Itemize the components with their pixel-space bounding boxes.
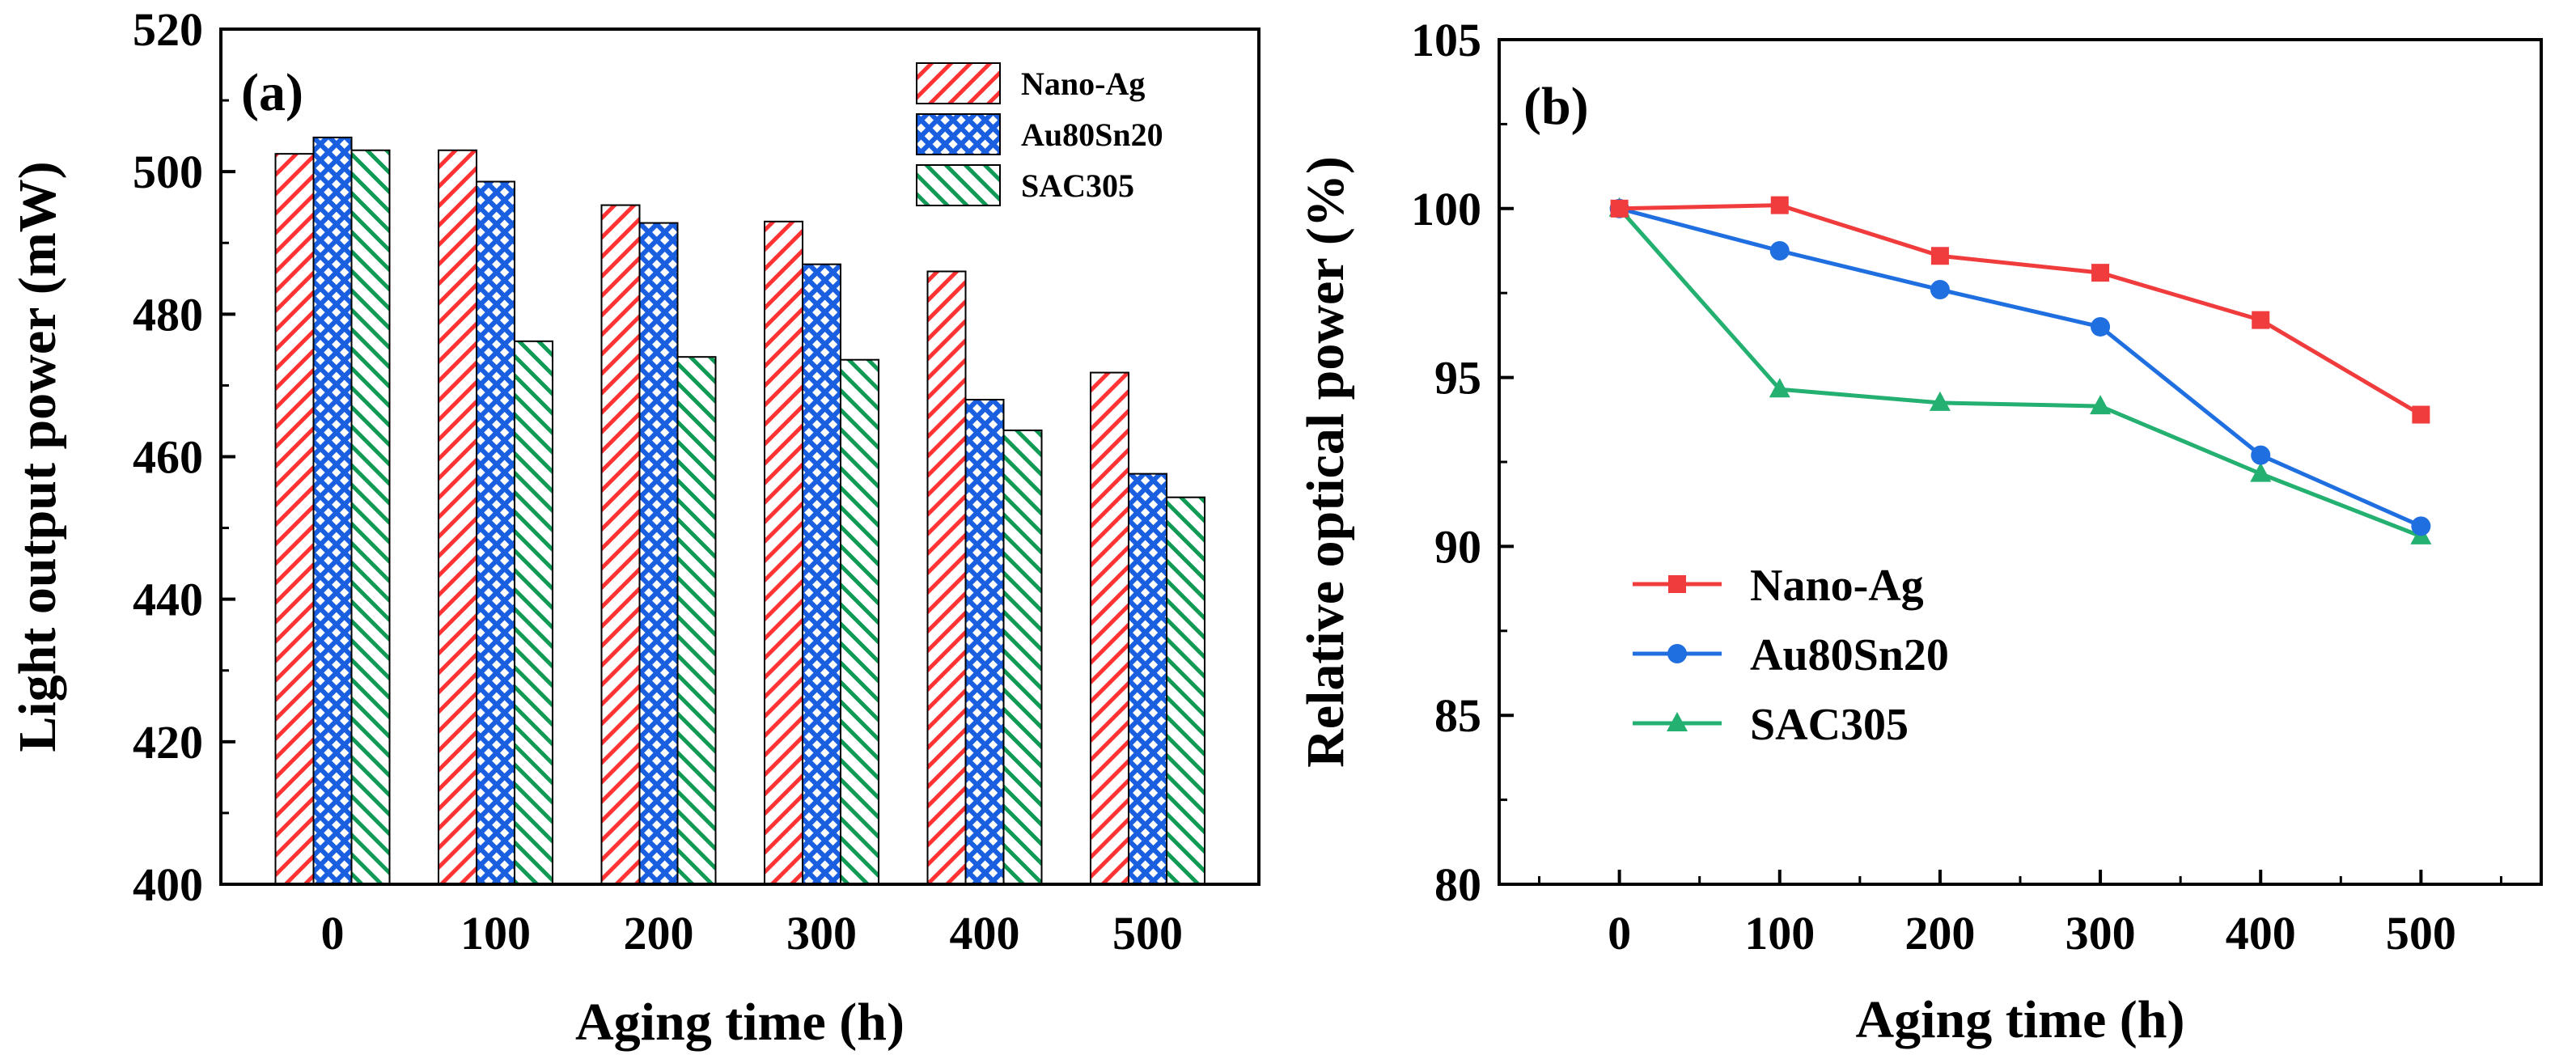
y-tick-label: 100 [1411,183,1481,235]
y-tick-label: 500 [133,146,203,198]
panel-b-frame [1498,38,2543,886]
point-sac305-400 [2250,462,2272,482]
series-line-nano-ag [1619,203,2422,417]
legend-marker-au80sn20 [1667,644,1687,663]
panel-a-tick-labels: 400 420 440 460 480 500 520 0 100 200 300 400 500 [133,3,1183,959]
legend-label-sac305: SAC305 [1021,167,1134,204]
legend-label-au80sn20: Au80Sn20 [1750,630,1949,680]
bar-nano-ag-400 [926,270,967,885]
point-nano-ag-200 [1930,247,1949,265]
bar-nano-ag-500 [1090,371,1129,886]
bar-sac305-200 [676,356,717,885]
bar-nano-ag-200 [600,204,641,885]
legend-label-nano-ag: Nano-Ag [1021,66,1145,102]
y-tick-label: 80 [1434,858,1481,911]
x-tick-label: 100 [1744,907,1815,959]
point-au80sn20-200 [1930,280,1950,300]
bar-sac305-400 [1002,429,1043,885]
bar-sac305-100 [514,340,553,885]
panel-a-legend: Nano-Ag Au80Sn20 SAC305 [916,62,1163,206]
point-nano-ag-400 [2252,311,2270,329]
y-tick-label: 440 [133,574,203,626]
x-tick-label: 400 [950,907,1020,959]
bar-sac305-500 [1166,496,1205,886]
panel-b-label: (b) [1523,77,1589,136]
y-tick-label: 420 [133,716,203,769]
legend-marker-nano-ag [1668,575,1686,593]
x-tick-label: 200 [1904,907,1975,959]
point-nano-ag-500 [2412,405,2430,424]
panel-b-y-axis-title: Relative optical power (%) [1296,156,1355,768]
bar-au80sn20-200 [638,222,679,885]
panel-b-axes [1498,38,2543,886]
point-sac305-100 [1769,378,1790,398]
bar-au80sn20-500 [1128,472,1167,885]
y-tick-label: 520 [133,3,203,56]
panel-a-bars [274,136,1205,886]
x-tick-label: 500 [2386,907,2456,959]
panel-a-label: (a) [241,63,303,122]
y-tick-label: 105 [1411,14,1481,66]
legend-swatch-au80sn20 [916,113,1001,155]
panel-a-x-axis-title: Aging time (h) [575,993,905,1052]
panel-b-series [1608,196,2432,544]
point-sac305-200 [1929,391,1951,411]
y-tick-label: 400 [133,858,203,911]
x-tick-label: 100 [460,907,531,959]
bar-au80sn20-0 [312,136,353,886]
bar-au80sn20-400 [964,399,1005,885]
point-au80sn20-500 [2411,516,2431,536]
legend-label-sac305: SAC305 [1750,700,1909,750]
bar-nano-ag-100 [438,149,477,886]
legend-label-au80sn20: Au80Sn20 [1021,116,1163,153]
panel-b-line-chart: 80 85 90 95 100 105 0 100 200 300 400 500 (b) Aging… [1296,14,2543,1049]
point-au80sn20-100 [1769,241,1790,261]
panel-a-y-axis-title: Light output power (mW) [8,161,67,752]
legend-swatch-nano-ag [916,62,1001,104]
x-tick-label: 200 [624,907,694,959]
panel-b-x-axis-title: Aging time (h) [1856,990,2185,1049]
panel-b-legend: Nano-Ag Au80Sn20 SAC305 [1633,561,1949,750]
point-nano-ag-0 [1610,199,1629,218]
point-au80sn20-300 [2091,316,2111,337]
point-sac305-300 [2090,395,2112,415]
panel-b-tick-labels: 80 85 90 95 100 105 0 100 200 300 400 500 [1411,14,2456,959]
x-tick-label: 300 [786,907,857,959]
point-nano-ag-300 [2091,264,2110,282]
series-line-sac305 [1617,207,2422,539]
bar-au80sn20-300 [802,263,841,885]
bar-sac305-300 [840,358,879,885]
y-tick-label: 480 [133,288,203,341]
x-tick-label: 0 [1608,907,1631,959]
legend-swatch-sac305 [916,164,1001,206]
bar-nano-ag-300 [764,220,803,885]
x-tick-label: 400 [2226,907,2296,959]
panel-a-bar-chart: 400 420 440 460 480 500 520 0 100 200 300 400 500 (a… [8,3,1260,1052]
panel-a-axes [219,28,1260,886]
x-tick-label: 300 [2065,907,2136,959]
bar-nano-ag-0 [274,153,315,886]
series-line-au80sn20 [1618,206,2422,528]
legend-marker-sac305 [1667,712,1688,731]
x-tick-label: 0 [321,907,345,959]
point-au80sn20-400 [2251,445,2271,465]
y-tick-label: 85 [1434,689,1481,742]
y-tick-label: 460 [133,431,203,484]
x-tick-label: 500 [1112,907,1183,959]
legend-label-nano-ag: Nano-Ag [1750,561,1924,611]
bar-au80sn20-100 [476,180,515,885]
y-tick-label: 90 [1434,520,1481,573]
bar-sac305-0 [350,149,391,886]
point-nano-ag-100 [1770,196,1789,214]
y-tick-label: 95 [1434,352,1481,405]
